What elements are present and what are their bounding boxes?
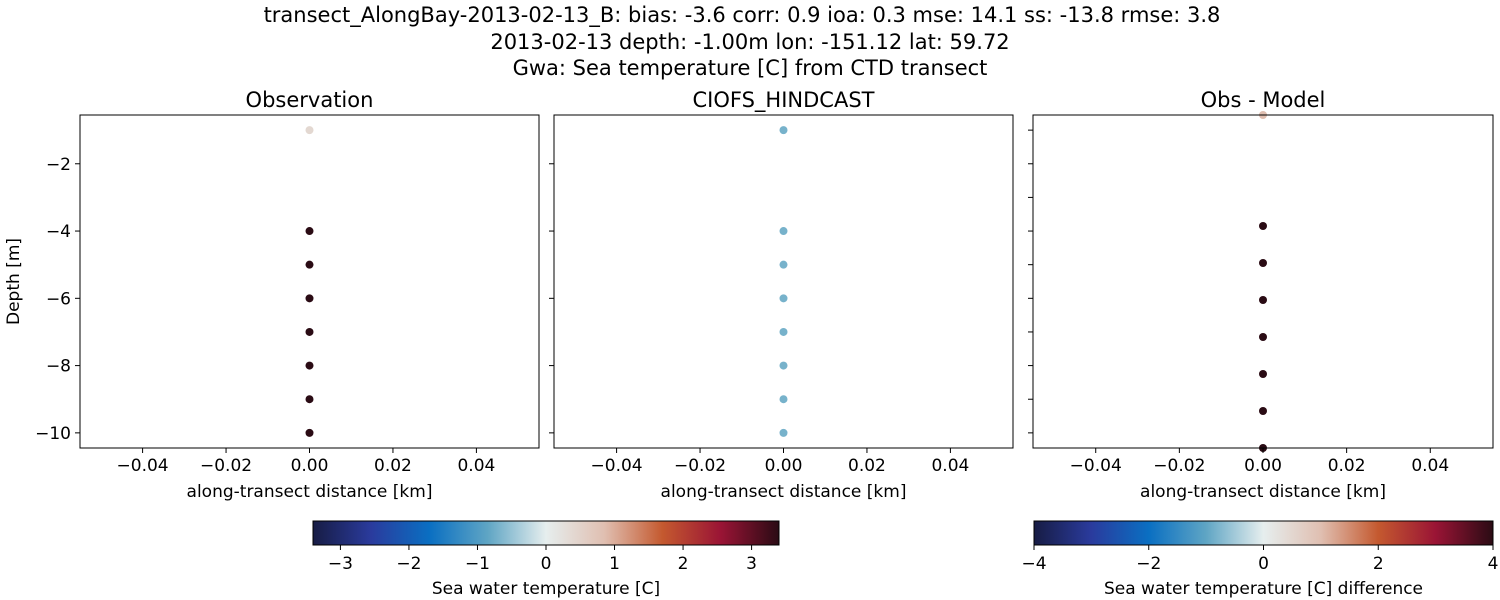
data-point xyxy=(305,294,314,303)
axes-frame xyxy=(1032,114,1494,449)
figure-title-line-1: transect_AlongBay-2013-02-13_B: bias: -3… xyxy=(264,3,1221,28)
x-tick-label: −0.02 xyxy=(200,456,252,476)
colorbar-2: −4 −2 0 2 4 Sea water temperature [C] differe… xyxy=(1021,520,1499,599)
y-tick-label: −8 xyxy=(46,357,71,377)
x-tick-label: −0.04 xyxy=(117,456,169,476)
colorbar-tick-label: 0 xyxy=(541,554,552,574)
y-axis-label: Depth [m] xyxy=(4,238,24,325)
x-tick-label: 0.00 xyxy=(765,456,803,476)
data-point xyxy=(1259,222,1267,230)
colorbar-gradient-bar xyxy=(312,520,780,546)
subplot-3: Obs - Model −0.04 −0.02 0.00 0.02 0.04 along-t… xyxy=(1028,88,1494,502)
figure-title-line-2: 2013-02-13 depth: -1.00m lon: -151.12 la… xyxy=(490,30,1009,54)
y-tick-label: −6 xyxy=(46,289,71,309)
x-tick-label: 0.04 xyxy=(931,456,969,476)
colorbar-gradient-bar xyxy=(1033,520,1494,546)
colorbar-tick-label: 2 xyxy=(1373,554,1384,574)
colorbar-1: −3 −2 −1 0 1 2 3 Sea water temperature [C] xyxy=(312,520,780,599)
data-point xyxy=(305,361,314,370)
colorbar-tick-label: −1 xyxy=(465,554,490,574)
y-tick-label: −10 xyxy=(35,424,71,444)
data-point xyxy=(779,361,788,370)
x-axis-label: along-transect distance [km] xyxy=(187,482,433,502)
x-tick-label: 0.04 xyxy=(1411,456,1449,476)
x-tick-label: 0.00 xyxy=(1244,456,1282,476)
x-tick-label: 0.00 xyxy=(291,456,329,476)
subplot-2: CIOFS_HINDCAST −0.04 −0.02 0.00 0.02 0.04 alon… xyxy=(549,88,1014,502)
colorbar-tick-label: 2 xyxy=(678,554,689,574)
figure-title-line-3: Gwa: Sea temperature [C] from CTD transe… xyxy=(513,56,988,80)
x-tick-label: −0.04 xyxy=(591,456,643,476)
colorbar-label: Sea water temperature [C] xyxy=(432,579,660,599)
data-point xyxy=(1259,370,1267,378)
x-tick-label: −0.02 xyxy=(674,456,726,476)
data-point xyxy=(1259,407,1267,415)
x-axis-label: along-transect distance [km] xyxy=(661,482,907,502)
x-tick-label: −0.04 xyxy=(1070,456,1122,476)
data-point xyxy=(779,327,788,336)
data-point xyxy=(305,227,314,236)
colorbar-tick-label: −2 xyxy=(396,554,421,574)
x-tick-label: 0.02 xyxy=(848,456,886,476)
data-point xyxy=(305,327,314,336)
colorbar-tick-label: −3 xyxy=(328,554,353,574)
x-tick-label: 0.02 xyxy=(374,456,412,476)
subplot-title: CIOFS_HINDCAST xyxy=(693,88,875,113)
data-point xyxy=(305,260,314,269)
y-tick-label: −2 xyxy=(46,155,71,175)
subplot-1: Observation −0.04 −0.02 0.00 0.02 0.04 −2 −4 −6 −… xyxy=(4,88,540,502)
subplots: Observation −0.04 −0.02 0.00 0.02 0.04 −2 −4 −6 −… xyxy=(4,88,1494,502)
data-point xyxy=(1259,333,1267,341)
data-point xyxy=(779,126,788,135)
colorbar-tick-label: 4 xyxy=(1488,554,1499,574)
y-tick-label: −4 xyxy=(46,222,71,242)
colorbar-tick-label: 0 xyxy=(1258,554,1269,574)
x-axis-label: along-transect distance [km] xyxy=(1140,482,1386,502)
colorbar-tick-label: 1 xyxy=(609,554,620,574)
x-tick-label: −0.02 xyxy=(1153,456,1205,476)
data-point xyxy=(1259,296,1267,304)
data-point xyxy=(1259,259,1267,267)
x-tick-label: 0.02 xyxy=(1328,456,1366,476)
colorbars: −3 −2 −1 0 1 2 3 Sea water temperature [C] −4 −2 0… xyxy=(312,520,1499,599)
subplot-title: Observation xyxy=(246,88,374,112)
data-point xyxy=(779,294,788,303)
data-point xyxy=(779,395,788,404)
colorbar-label: Sea water temperature [C] difference xyxy=(1104,579,1423,599)
subplot-title: Obs - Model xyxy=(1201,88,1326,112)
data-point xyxy=(779,227,788,236)
colorbar-tick-label: 3 xyxy=(746,554,757,574)
data-point xyxy=(305,126,314,135)
data-point xyxy=(305,428,314,437)
figure-title: transect_AlongBay-2013-02-13_B: bias: -3… xyxy=(264,3,1221,80)
x-tick-label: 0.04 xyxy=(457,456,495,476)
data-point xyxy=(305,395,314,404)
data-point xyxy=(779,260,788,269)
colorbar-tick-label: −2 xyxy=(1136,554,1161,574)
data-point xyxy=(779,428,788,437)
colorbar-tick-label: −4 xyxy=(1021,554,1046,574)
